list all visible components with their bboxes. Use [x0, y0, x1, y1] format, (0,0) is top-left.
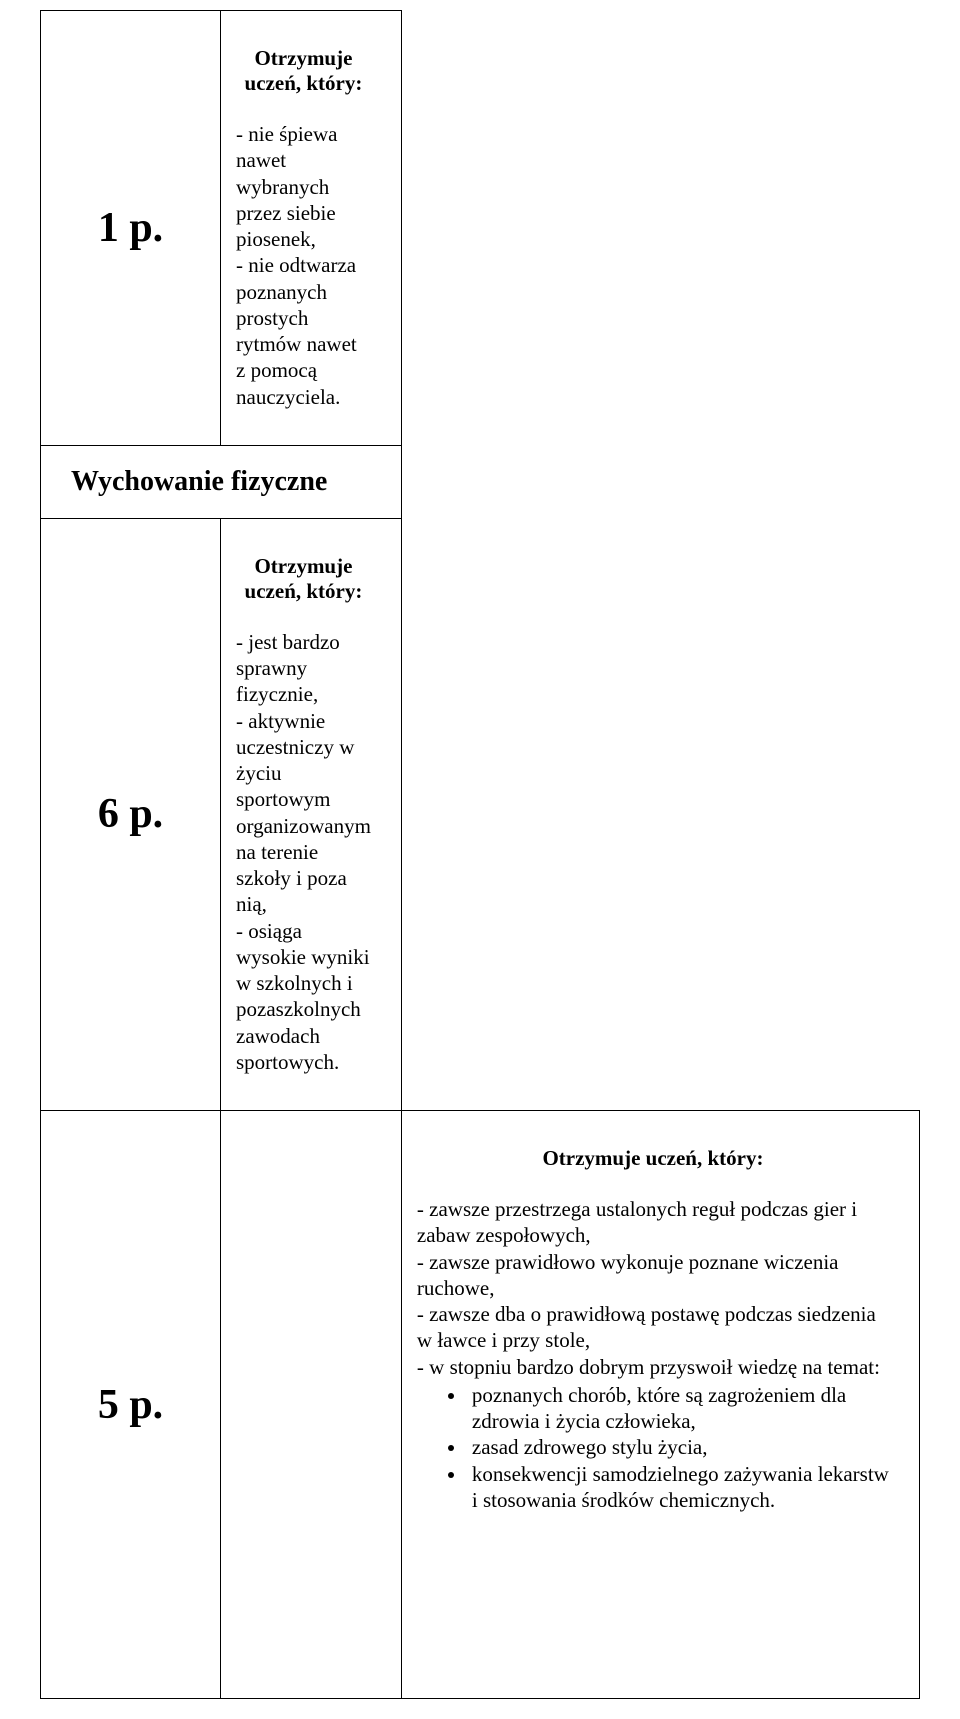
sub-bullet-item: poznanych chorób, które są zagrożeniem d… [467, 1382, 889, 1435]
table-row: 5 p. Otrzymuje uczeń, który: - zawsze pr… [41, 1111, 920, 1699]
content-heading: Otrzymuje uczeń, który: [236, 46, 371, 96]
content-line: - osiąga wysokie wyniki w szkolnych i po… [236, 918, 371, 1076]
content-line: - aktywnie uczestniczy w życiu sportowym… [236, 708, 371, 918]
section-title-cell: Wychowanie fizyczne [41, 445, 402, 518]
grade-label: 1 p. [98, 205, 163, 251]
content-line: - w stopniu bardzo dobrym przyswoił wied… [417, 1354, 889, 1380]
content-line: - nie odtwarza poznanych prostych rytmów… [236, 252, 371, 410]
spacer [417, 1513, 889, 1663]
grade-cell: 6 p. [41, 518, 221, 1110]
table-row: 6 p. Otrzymuje uczeń, który: - jest bard… [41, 518, 920, 1110]
content-heading: Otrzymuje uczeń, który: [236, 554, 371, 604]
content-line: - zawsze przestrzega ustalonych reguł po… [417, 1196, 889, 1249]
grade-label: 5 p. [98, 1382, 163, 1428]
content-cell: Otrzymuje uczeń, który: - zawsze przestr… [401, 1111, 919, 1699]
sub-bullet-item: konsekwencji samodzielnego zażywania lek… [467, 1461, 889, 1514]
content-cell: Otrzymuje uczeń, który: - nie śpiewa naw… [221, 11, 402, 446]
document-page: 1 p. Otrzymuje uczeń, który: - nie śpiew… [0, 0, 960, 1719]
empty-cell [221, 1111, 402, 1699]
sub-bullet-item: zasad zdrowego stylu życia, [467, 1434, 889, 1460]
content-heading: Otrzymuje uczeń, który: [417, 1146, 889, 1171]
grade-label: 6 p. [98, 791, 163, 837]
content-line: - jest bardzo sprawny fizycznie, [236, 629, 371, 708]
content-line: - nie śpiewa nawet wybranych przez siebi… [236, 121, 371, 252]
sub-bullet-list: poznanych chorób, które są zagrożeniem d… [417, 1382, 889, 1513]
table-row: 1 p. Otrzymuje uczeń, który: - nie śpiew… [41, 11, 920, 446]
grading-table: 1 p. Otrzymuje uczeń, który: - nie śpiew… [40, 10, 920, 1699]
grade-cell: 1 p. [41, 11, 221, 446]
grade-cell: 5 p. [41, 1111, 221, 1699]
content-line: - zawsze prawidłowo wykonuje poznane wic… [417, 1249, 889, 1302]
section-title: Wychowanie fizyczne [71, 466, 327, 497]
content-line: - zawsze dba o prawidłową postawę podcza… [417, 1301, 889, 1354]
content-cell: Otrzymuje uczeń, który: - jest bardzo sp… [221, 518, 402, 1110]
table-row: Wychowanie fizyczne [41, 445, 920, 518]
